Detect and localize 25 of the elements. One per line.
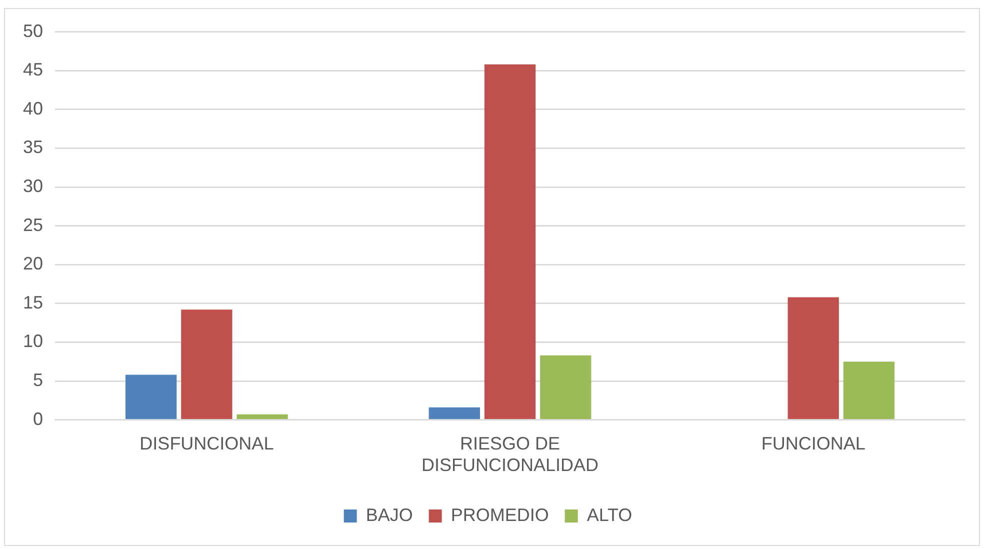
y-tick-label: 0 xyxy=(33,408,44,429)
x-tick-label: FUNCIONAL xyxy=(761,434,866,454)
y-tick-label: 35 xyxy=(22,137,44,158)
legend-label: PROMEDIO xyxy=(450,504,549,525)
bar xyxy=(540,355,592,420)
y-tick-label: 10 xyxy=(22,331,44,352)
bar xyxy=(484,64,536,420)
y-tick-label: 20 xyxy=(22,254,44,274)
x-tick-label: DISFUNCIONAL xyxy=(140,434,274,454)
legend-label: ALTO xyxy=(586,504,632,525)
legend-label: BAJO xyxy=(366,504,413,525)
bar xyxy=(428,407,480,420)
y-tick-label: 5 xyxy=(33,370,44,390)
y-tick-label: 30 xyxy=(22,176,44,196)
y-tick-label: 45 xyxy=(22,60,44,80)
bar xyxy=(236,414,288,420)
bar xyxy=(788,297,839,420)
bar xyxy=(843,362,895,420)
bar xyxy=(181,310,232,420)
y-tick-label: 15 xyxy=(22,292,44,312)
y-tick-label: 40 xyxy=(22,98,44,118)
y-tick-label: 25 xyxy=(22,214,44,235)
x-tick-label: RIESGO DE DISFUNCIONALIDAD xyxy=(421,434,599,476)
bar xyxy=(125,374,177,420)
y-tick-label: 50 xyxy=(22,20,44,41)
